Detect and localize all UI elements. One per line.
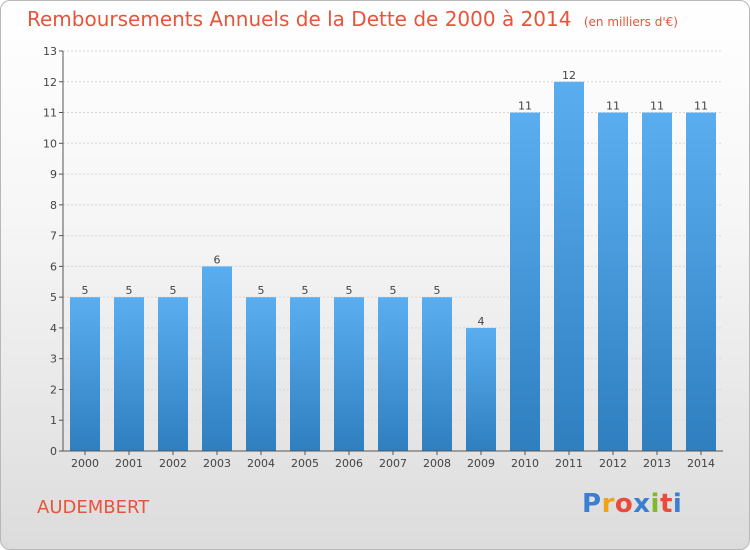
x-tick-label: 2002 (159, 457, 187, 470)
logo-letter: P (582, 489, 602, 519)
x-tick-label: 2006 (335, 457, 363, 470)
data-label: 5 (302, 284, 309, 297)
bar (466, 327, 496, 451)
x-tick-label: 2003 (203, 457, 231, 470)
x-tick-label: 2000 (71, 457, 99, 470)
y-tick-label: 5 (50, 291, 57, 304)
y-tick-label: 11 (43, 107, 57, 120)
chart-title-text: Remboursements Annuels de la Dette de 20… (27, 7, 572, 31)
y-tick-label: 7 (50, 230, 57, 243)
bar (114, 297, 144, 451)
data-label: 11 (650, 100, 664, 113)
data-label: 5 (258, 284, 265, 297)
chart-subtitle: (en milliers d'€) (583, 15, 678, 29)
bar (422, 297, 452, 451)
x-tick-label: 2005 (291, 457, 319, 470)
data-label: 5 (434, 284, 441, 297)
x-tick-label: 2004 (247, 457, 275, 470)
bar (686, 112, 716, 452)
y-tick-label: 12 (43, 76, 57, 89)
y-tick-label: 2 (50, 383, 57, 396)
bar (290, 297, 320, 451)
data-label: 11 (518, 100, 532, 113)
x-tick-label: 2011 (555, 457, 583, 470)
data-label: 11 (606, 100, 620, 113)
logo-letter: x (633, 489, 651, 519)
y-tick-label: 6 (50, 260, 57, 273)
logo-letter: o (614, 489, 634, 519)
x-tick-label: 2009 (467, 457, 495, 470)
x-tick-label: 2001 (115, 457, 143, 470)
bar (510, 112, 540, 452)
proxiti-logo: Proxiti (582, 489, 682, 519)
bar (334, 297, 364, 451)
y-tick-label: 8 (50, 199, 57, 212)
bar (378, 297, 408, 451)
y-tick-label: 3 (50, 353, 57, 366)
data-label: 5 (82, 284, 89, 297)
y-tick-label: 0 (50, 445, 57, 458)
bar (642, 112, 672, 452)
bar (598, 112, 628, 452)
bar (70, 297, 100, 451)
bar (202, 266, 232, 451)
data-label: 5 (390, 284, 397, 297)
bar (158, 297, 188, 451)
y-tick-label: 10 (43, 137, 57, 150)
data-label: 5 (126, 284, 133, 297)
bar (554, 81, 584, 452)
y-tick-label: 9 (50, 168, 57, 181)
data-label: 5 (346, 284, 353, 297)
chart-title: Remboursements Annuels de la Dette de 20… (27, 7, 678, 31)
x-tick-label: 2008 (423, 457, 451, 470)
y-tick-label: 1 (50, 414, 57, 427)
x-tick-label: 2012 (599, 457, 627, 470)
logo-letter: i (672, 489, 683, 519)
bar (246, 297, 276, 451)
bars: 5 5 5 6 5 5 5 5 5 4 11 12 11 11 11 (70, 69, 716, 452)
logo-letter: t (659, 489, 673, 519)
data-label: 12 (562, 69, 576, 82)
y-tick-label: 4 (50, 322, 57, 335)
data-label: 6 (214, 253, 221, 266)
place-name: AUDEMBERT (37, 497, 150, 518)
x-tick-label: 2013 (643, 457, 671, 470)
data-label: 11 (694, 100, 708, 113)
data-label: 4 (478, 315, 485, 328)
logo-letter: i (650, 489, 660, 519)
x-tick-label: 2010 (511, 457, 539, 470)
data-label: 5 (170, 284, 177, 297)
x-tick-label: 2014 (687, 457, 715, 470)
logo-letter: r (601, 489, 615, 519)
x-tick-label: 2007 (379, 457, 407, 470)
y-tick-label: 13 (43, 45, 57, 58)
x-axis: 2000 2001 2002 2003 2004 2005 2006 2007 2008 2009… (63, 450, 723, 470)
